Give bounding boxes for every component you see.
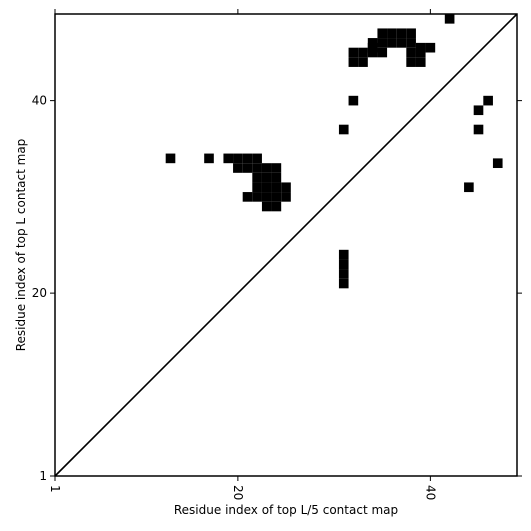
contact-cell <box>387 38 397 48</box>
diagonal-line <box>54 13 518 477</box>
y-tick-label: 20 <box>32 286 47 300</box>
contact-cell <box>204 153 214 164</box>
contact-cell <box>473 105 484 116</box>
contact-cell <box>252 172 262 183</box>
contact-cell <box>367 38 378 48</box>
contact-cell <box>348 57 359 67</box>
contact-cell <box>425 42 436 53</box>
contact-cell <box>252 163 262 173</box>
contact-cell <box>271 163 282 173</box>
x-tick-label: 40 <box>423 485 437 500</box>
contact-cell <box>358 57 368 67</box>
plot-frame <box>54 13 518 477</box>
contact-cell <box>233 153 243 164</box>
contact-cell <box>492 158 503 169</box>
y-axis-label: Residue index of top L contact map <box>14 139 28 352</box>
contact-cell <box>387 28 397 39</box>
contact-cell <box>377 47 388 58</box>
contact-cell <box>415 47 426 58</box>
contact-cell <box>348 47 359 58</box>
contact-cell <box>377 38 388 48</box>
contact-cell <box>377 28 388 39</box>
contact-cell <box>406 38 416 48</box>
contact-cell <box>252 192 262 202</box>
x-axis-label: Residue index of top L/5 contact map <box>174 503 398 517</box>
contact-cell <box>406 28 416 39</box>
contact-cell <box>261 182 272 193</box>
contact-cell <box>415 57 426 67</box>
contact-cell <box>271 192 282 202</box>
contact-cell <box>271 172 282 183</box>
contact-cell <box>396 38 407 48</box>
x-tick-label: 1 <box>48 485 62 493</box>
contact-cell <box>338 124 349 135</box>
contact-cell <box>242 163 253 173</box>
contact-cells <box>165 14 503 289</box>
contact-cell <box>271 201 282 212</box>
contact-cell <box>406 57 416 67</box>
contact-cell <box>358 47 368 58</box>
contact-cell <box>464 182 474 193</box>
contact-cell <box>281 182 291 193</box>
contact-cell <box>242 153 253 164</box>
contact-cell <box>271 182 282 193</box>
contact-cell <box>242 192 253 202</box>
axis-ticks: 1 20 40 1 20 40 <box>32 9 522 500</box>
y-tick-label: 40 <box>32 94 47 108</box>
contact-cell <box>483 95 493 106</box>
contact-cell <box>367 47 378 58</box>
contact-cell <box>233 163 243 173</box>
contact-cell <box>338 259 349 270</box>
contact-cell <box>338 269 349 279</box>
contact-cell <box>252 153 262 164</box>
contact-cell <box>261 201 272 212</box>
contact-cell <box>338 278 349 289</box>
contact-cell <box>396 28 407 39</box>
contact-cell <box>261 192 272 202</box>
contact-cell <box>252 182 262 193</box>
contact-cell <box>406 47 416 58</box>
contact-cell <box>261 163 272 173</box>
contact-cell <box>444 14 455 24</box>
contact-cell <box>223 153 234 164</box>
contact-cell <box>348 95 359 106</box>
contact-cell <box>473 124 484 135</box>
x-tick-label: 20 <box>231 485 245 500</box>
contact-cell <box>261 172 272 183</box>
contact-cell <box>165 153 176 164</box>
contact-cell <box>281 192 291 202</box>
contact-cell <box>338 249 349 260</box>
y-tick-label: 1 <box>39 469 47 483</box>
